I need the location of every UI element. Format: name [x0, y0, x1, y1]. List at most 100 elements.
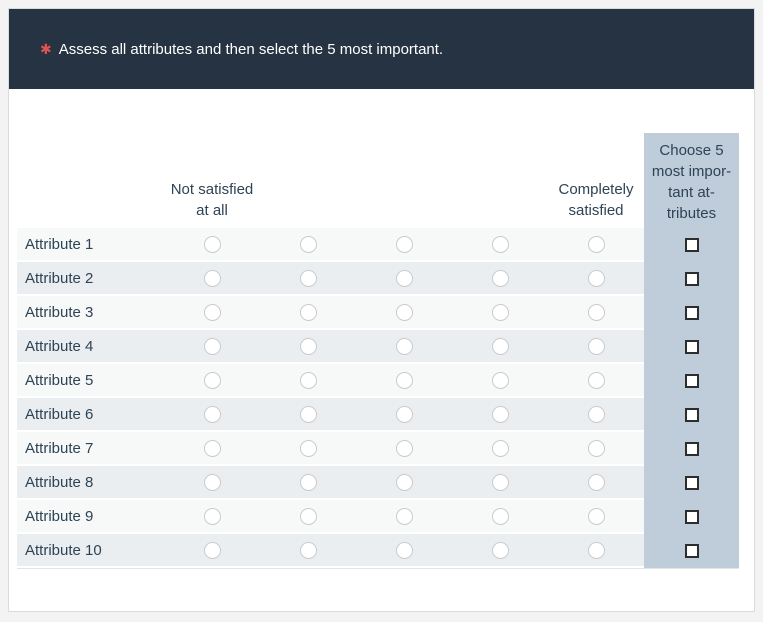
radio-cell	[548, 500, 644, 532]
radio-button[interactable]	[395, 337, 413, 355]
radio-button[interactable]	[299, 439, 317, 457]
radio-cell	[260, 534, 356, 566]
radio-cell	[260, 466, 356, 498]
checkbox[interactable]	[684, 272, 699, 286]
radio-cell	[452, 432, 548, 464]
radio-button[interactable]	[299, 269, 317, 287]
radio-cell	[548, 534, 644, 566]
question-text: Assess all attributes and then select th…	[58, 40, 444, 58]
radio-button[interactable]	[491, 405, 509, 423]
row-label: Attribute 6	[25, 405, 94, 423]
question-card: ✱ Assess all attributes and then select …	[8, 8, 755, 612]
radio-button[interactable]	[395, 473, 413, 491]
radio-button[interactable]	[203, 371, 221, 389]
table-row: Attribute 4	[17, 330, 739, 364]
radio-cell	[260, 398, 356, 430]
radio-button[interactable]	[203, 337, 221, 355]
radio-button[interactable]	[587, 337, 605, 355]
radio-cell	[452, 364, 548, 396]
row-label: Attribute 8	[25, 473, 94, 491]
radio-button[interactable]	[395, 303, 413, 321]
required-asterisk-icon: ✱	[40, 41, 52, 57]
radio-cell	[452, 330, 548, 362]
matrix-table: Not satisfied at all Completely satisfie…	[17, 133, 739, 569]
radio-button[interactable]	[587, 303, 605, 321]
radio-button[interactable]	[395, 269, 413, 287]
radio-cell	[164, 534, 260, 566]
radio-button[interactable]	[299, 405, 317, 423]
radio-button[interactable]	[587, 439, 605, 457]
radio-button[interactable]	[491, 541, 509, 559]
radio-cell	[548, 398, 644, 430]
choose-cell	[644, 500, 739, 534]
radio-button[interactable]	[587, 541, 605, 559]
checkbox[interactable]	[684, 306, 699, 320]
row-label: Attribute 9	[25, 507, 94, 525]
radio-cell	[548, 364, 644, 396]
radio-button[interactable]	[299, 303, 317, 321]
radio-button[interactable]	[587, 269, 605, 287]
radio-button[interactable]	[299, 507, 317, 525]
radio-button[interactable]	[203, 507, 221, 525]
choose-cell	[644, 534, 739, 568]
checkbox[interactable]	[684, 510, 699, 524]
radio-button[interactable]	[395, 371, 413, 389]
radio-cell	[452, 534, 548, 566]
radio-cell	[164, 432, 260, 464]
checkbox[interactable]	[684, 238, 699, 252]
radio-button[interactable]	[587, 507, 605, 525]
radio-button[interactable]	[491, 473, 509, 491]
radio-button[interactable]	[299, 473, 317, 491]
row-label: Attribute 5	[25, 371, 94, 389]
radio-button[interactable]	[395, 507, 413, 525]
radio-button[interactable]	[491, 269, 509, 287]
radio-button[interactable]	[491, 371, 509, 389]
radio-cell	[356, 364, 452, 396]
table-row: Attribute 6	[17, 398, 739, 432]
radio-button[interactable]	[203, 269, 221, 287]
radio-cell	[164, 330, 260, 362]
choose-cell	[644, 432, 739, 466]
radio-button[interactable]	[299, 541, 317, 559]
checkbox[interactable]	[684, 442, 699, 456]
radio-button[interactable]	[395, 439, 413, 457]
radio-button[interactable]	[395, 541, 413, 559]
radio-button[interactable]	[395, 405, 413, 423]
radio-button[interactable]	[203, 235, 221, 253]
radio-button[interactable]	[587, 371, 605, 389]
label-column-spacer	[17, 133, 164, 228]
radio-button[interactable]	[203, 541, 221, 559]
radio-button[interactable]	[491, 507, 509, 525]
choose-cell	[644, 466, 739, 500]
radio-button[interactable]	[491, 439, 509, 457]
checkbox[interactable]	[684, 476, 699, 490]
checkbox[interactable]	[684, 544, 699, 558]
radio-button[interactable]	[203, 405, 221, 423]
radio-button[interactable]	[299, 337, 317, 355]
radio-button[interactable]	[395, 235, 413, 253]
radio-button[interactable]	[587, 473, 605, 491]
scale-header-left: Not satisfied at all	[170, 181, 254, 219]
radio-button[interactable]	[203, 439, 221, 457]
table-row: Attribute 9	[17, 500, 739, 534]
radio-button[interactable]	[587, 235, 605, 253]
checkbox[interactable]	[684, 408, 699, 422]
radio-button[interactable]	[587, 405, 605, 423]
radio-button[interactable]	[299, 235, 317, 253]
radio-button[interactable]	[203, 473, 221, 491]
table-row: Attribute 7	[17, 432, 739, 466]
radio-button[interactable]	[491, 303, 509, 321]
radio-cell	[356, 500, 452, 532]
checkbox[interactable]	[684, 340, 699, 354]
radio-cell	[548, 228, 644, 260]
matrix-header-row: Not satisfied at all Completely satisfie…	[17, 133, 739, 228]
radio-button[interactable]	[491, 337, 509, 355]
radio-button[interactable]	[203, 303, 221, 321]
radio-cell	[356, 466, 452, 498]
radio-cell	[356, 296, 452, 328]
checkbox[interactable]	[684, 374, 699, 388]
row-label: Attribute 1	[25, 235, 94, 253]
radio-button[interactable]	[299, 371, 317, 389]
radio-button[interactable]	[491, 235, 509, 253]
radio-cell	[164, 228, 260, 260]
